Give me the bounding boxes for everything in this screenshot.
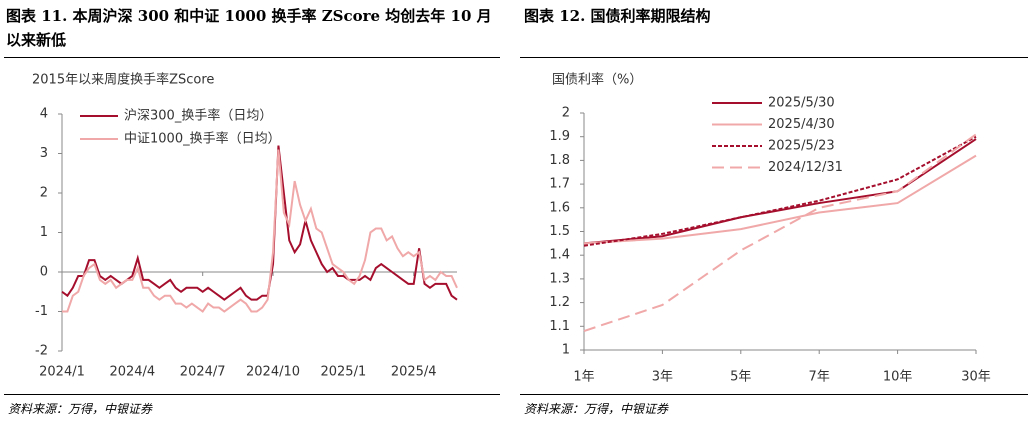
figure-caption: 图表 12. 国债利率期限结构 — [524, 7, 711, 25]
x-tick-label: 2024/10 — [246, 365, 300, 380]
series-line — [583, 154, 977, 245]
y-tick-label: 1.7 — [549, 177, 570, 192]
y-tick-label: 1.5 — [549, 224, 570, 239]
x-tick-label: 7年 — [809, 370, 830, 385]
y-tick-label: 1 — [40, 225, 48, 240]
y-tick-label: 2 — [40, 186, 48, 201]
y-tick-label: 1.2 — [549, 295, 570, 310]
x-tick-label: 1年 — [573, 370, 594, 385]
y-tick-label: 1.9 — [549, 129, 570, 144]
source-note: 资料来源：万得，中银证券 — [524, 402, 669, 416]
y-tick-label: 0 — [40, 265, 48, 280]
y-axis-title: 国债利率（%） — [552, 72, 642, 88]
x-tick-label: 2024/7 — [180, 365, 226, 380]
rule — [4, 394, 500, 395]
y-tick-label: 1.6 — [549, 200, 570, 215]
rule — [520, 57, 1028, 58]
x-tick-label: 30年 — [961, 370, 991, 385]
y-tick-label: -2 — [35, 344, 48, 359]
y-tick-label: 4 — [40, 107, 48, 122]
x-tick-label: 2024/1 — [39, 365, 85, 380]
x-tick-label: 5年 — [730, 370, 751, 385]
y-tick-label: 1.1 — [549, 319, 570, 334]
y-tick-label: 1.4 — [549, 248, 570, 263]
figure-caption: 图表 11. 本周沪深 300 和中证 1000 换手率 ZScore 均创去年… — [6, 7, 492, 49]
legend-label: 2025/5/30 — [768, 96, 835, 111]
x-tick-label: 2025/4 — [391, 365, 437, 380]
series-line — [61, 145, 458, 301]
series-line — [583, 133, 977, 332]
series-line — [62, 149, 458, 313]
source-note: 资料来源：万得，中银证券 — [8, 402, 153, 416]
legend-label: 沪深300_换手率（日均） — [124, 108, 272, 124]
legend-label: 2025/5/23 — [768, 139, 835, 154]
legend-label: 2024/12/31 — [768, 160, 843, 175]
legend-label: 中证1000_换手率（日均） — [124, 131, 281, 147]
x-tick-label: 3年 — [652, 370, 673, 385]
y-tick-label: 1.3 — [549, 271, 570, 286]
series-line — [583, 135, 977, 247]
rule — [4, 57, 500, 58]
legend-label: 2025/4/30 — [768, 117, 835, 132]
x-tick-label: 10年 — [883, 370, 913, 385]
chart-subtitle: 2015年以来周度换手率ZScore — [32, 72, 214, 88]
y-tick-label: 3 — [40, 146, 48, 161]
rule — [520, 394, 1028, 395]
x-tick-label: 2024/4 — [109, 365, 155, 380]
x-tick-label: 2025/1 — [320, 365, 366, 380]
y-tick-label: -1 — [35, 304, 48, 319]
y-tick-label: 2 — [562, 106, 570, 121]
y-tick-label: 1 — [562, 343, 570, 358]
y-tick-label: 1.8 — [549, 153, 570, 168]
